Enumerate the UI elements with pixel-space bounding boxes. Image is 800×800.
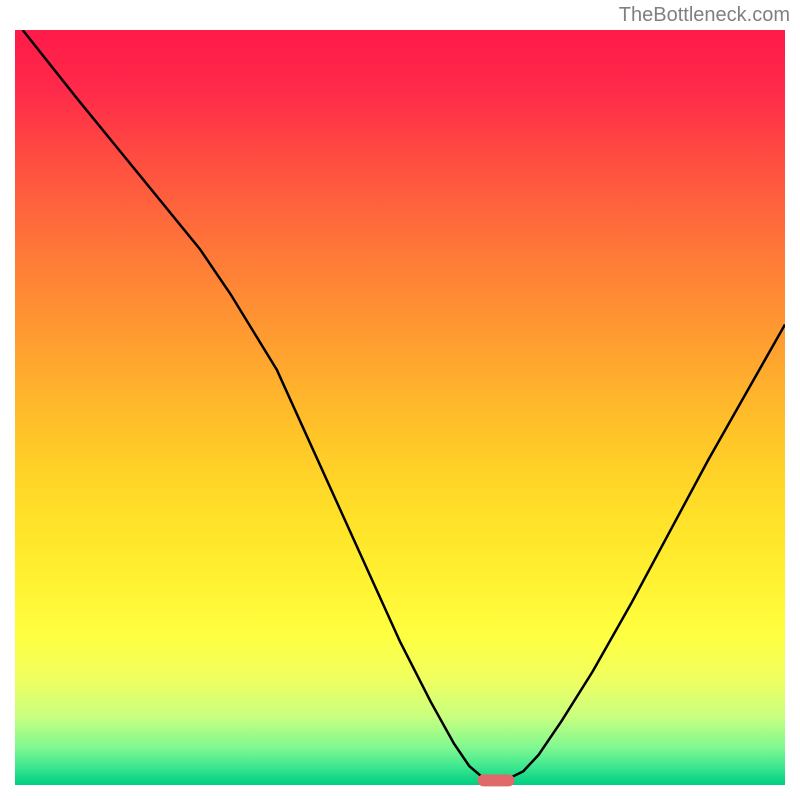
bottleneck-chart [15,30,785,785]
bottleneck-curve [15,30,785,785]
watermark-text: TheBottleneck.com [619,4,790,27]
optimal-point-marker [478,775,515,786]
curve-path [23,30,785,780]
